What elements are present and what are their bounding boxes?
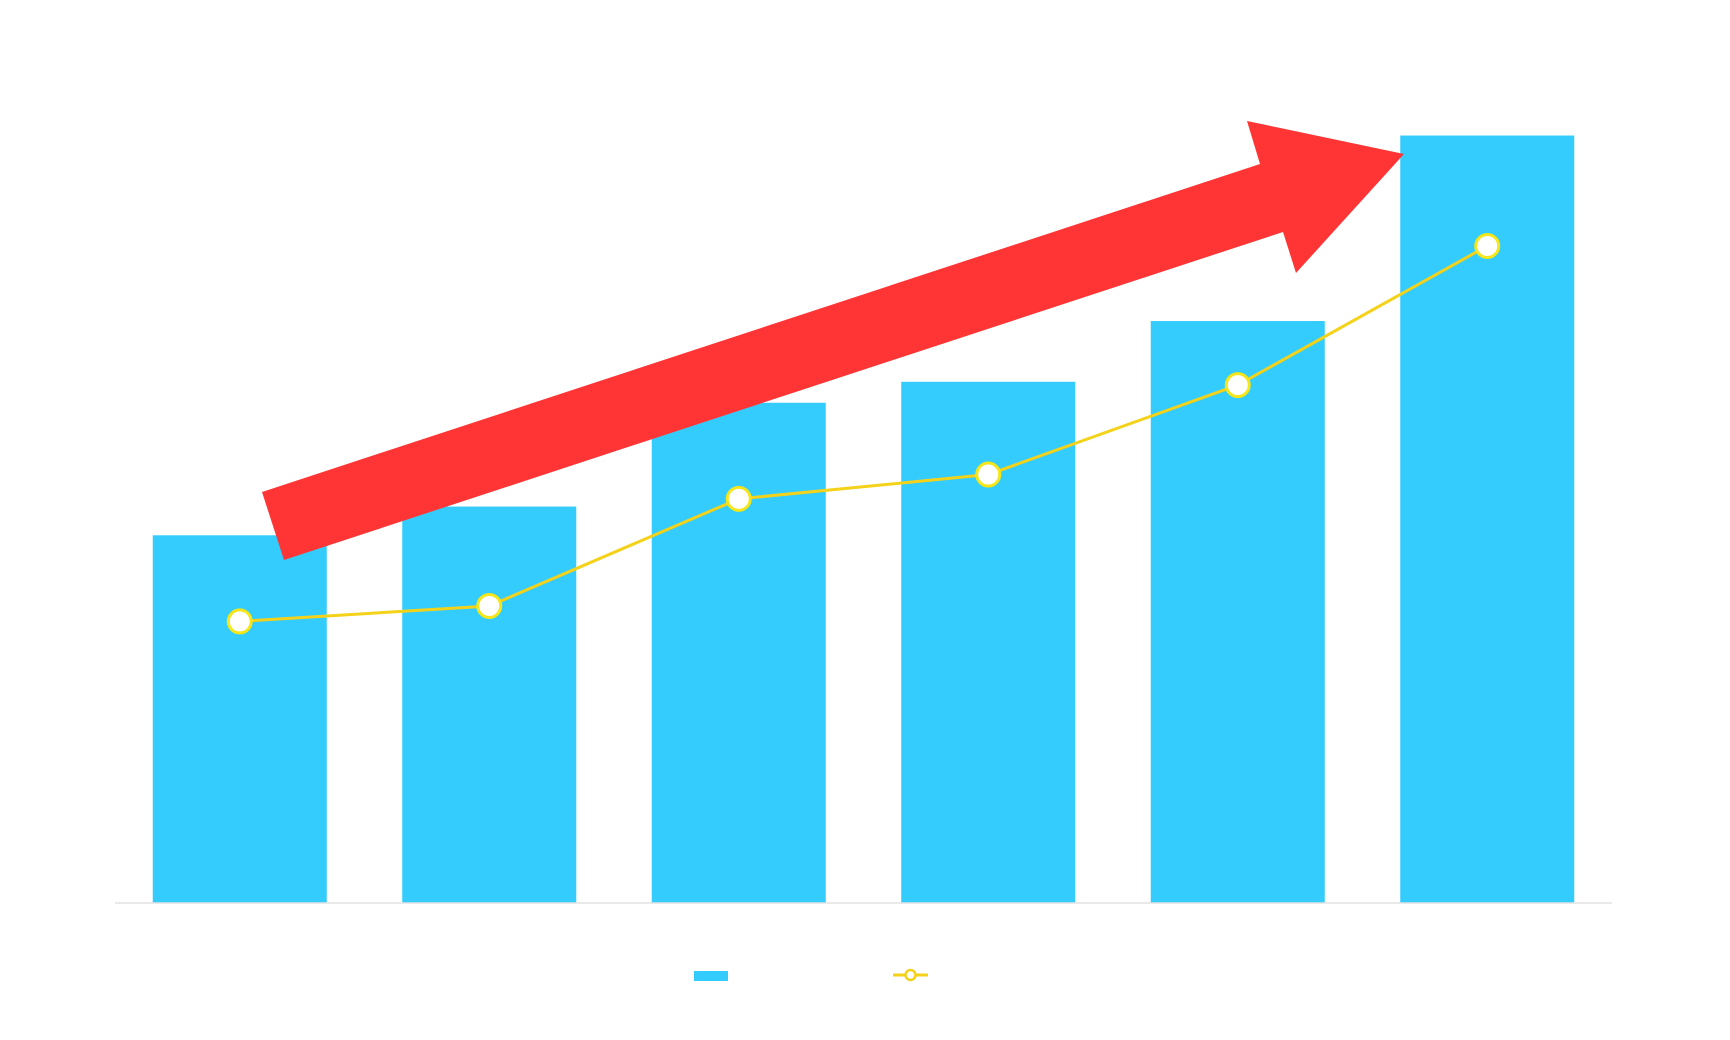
line-series-path (239, 244, 1488, 623)
line-layer (226, 232, 1501, 635)
line-point-3 (725, 485, 752, 512)
bar-1 (152, 535, 327, 903)
bar-6 (1400, 135, 1575, 903)
legend-line-marker (904, 968, 917, 982)
line-point-1 (226, 608, 253, 635)
trend-arrow (262, 121, 1404, 560)
line-point-5 (1224, 372, 1251, 399)
bar-5 (1150, 321, 1325, 903)
legend-bar-swatch (694, 971, 728, 981)
bar-3 (651, 402, 826, 903)
bar-4 (901, 381, 1076, 904)
trend-arrow-layer (262, 121, 1404, 560)
legend (694, 968, 928, 982)
line-point-6 (1474, 232, 1501, 259)
line-point-2 (476, 592, 503, 619)
bar-2 (402, 506, 577, 903)
line-point-4 (975, 461, 1002, 488)
